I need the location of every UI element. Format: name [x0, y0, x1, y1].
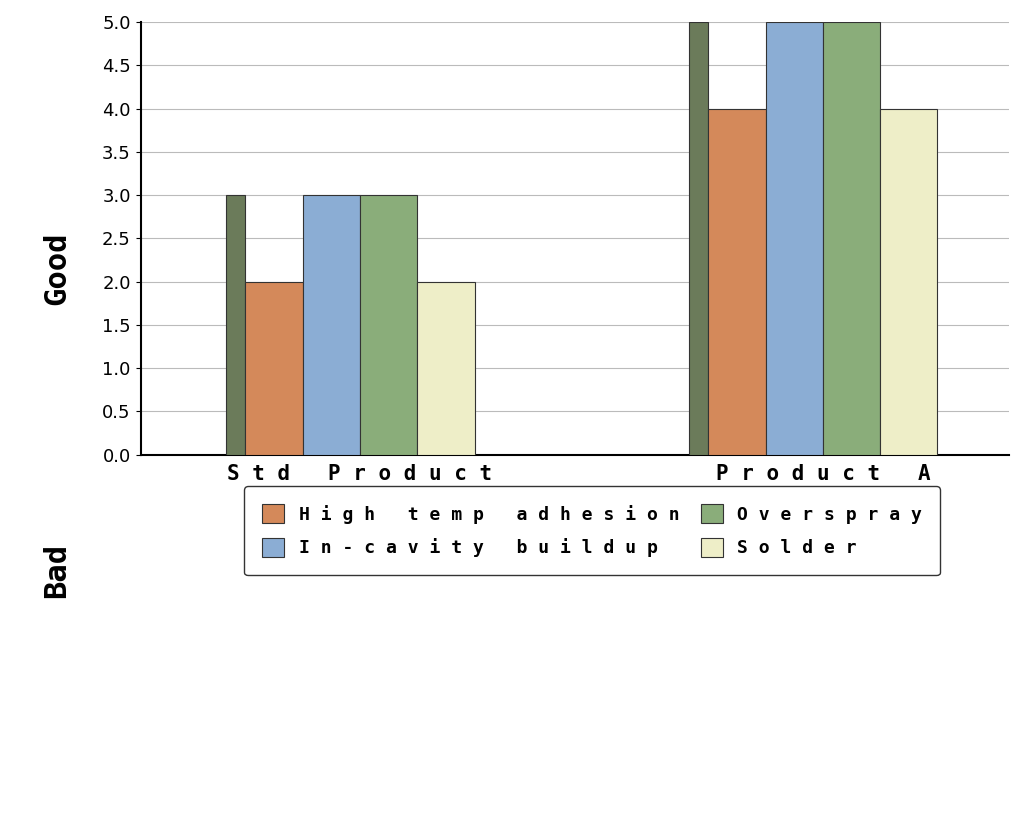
- Bar: [303, 195, 360, 455]
- Text: Bad: Bad: [42, 543, 71, 598]
- Bar: [766, 22, 823, 455]
- Bar: [709, 108, 766, 455]
- Bar: [881, 108, 937, 455]
- Bar: [226, 195, 246, 455]
- Legend: H i g h   t e m p   a d h e s i o n, I n - c a v i t y   b u i l d u p, O v e r : H i g h t e m p a d h e s i o n, I n - c…: [245, 486, 940, 576]
- Text: Good: Good: [42, 232, 71, 305]
- Bar: [418, 282, 474, 455]
- Bar: [823, 22, 881, 455]
- Bar: [246, 282, 303, 455]
- Bar: [360, 195, 418, 455]
- Bar: [689, 22, 709, 455]
